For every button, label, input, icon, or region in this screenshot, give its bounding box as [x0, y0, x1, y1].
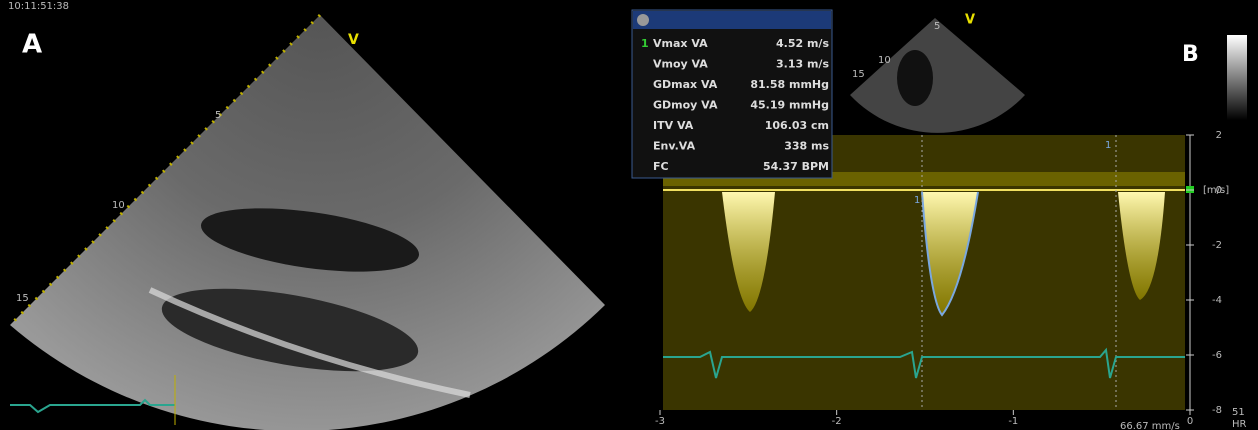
measurement-box	[632, 10, 832, 178]
probe-marker: V	[348, 32, 359, 48]
x-ticks: -3 -2 -1 0	[655, 410, 1193, 427]
icon	[637, 14, 649, 26]
measure-index: 1	[641, 37, 649, 50]
measure-name: Vmax VA	[653, 37, 708, 50]
x-tick-label: -2	[832, 416, 842, 427]
depth-mark: 10	[878, 55, 891, 66]
measure-name: GDmax VA	[653, 78, 718, 91]
page: {"panel_a":{"timestamp":"10:11:51:38","l…	[0, 0, 1258, 430]
mini-sector	[850, 18, 1025, 133]
measure-value: 338 ms	[784, 140, 829, 153]
y-tick-label: -8	[1212, 405, 1222, 416]
measure-value: 106.03 cm	[765, 119, 829, 132]
panel-label: B	[1182, 42, 1199, 67]
measure-value: 3.13 m/s	[776, 58, 829, 71]
gray-scale-bar	[1227, 35, 1247, 120]
measure-value: 4.52 m/s	[776, 37, 829, 50]
depth-mark: 5	[215, 110, 221, 121]
x-tick-label: -1	[1008, 416, 1018, 427]
box-header	[633, 11, 831, 29]
measure-value: 45.19 mmHg	[750, 99, 829, 112]
measure-name: Vmoy VA	[653, 58, 708, 71]
measure-value: 54.37 BPM	[763, 160, 829, 173]
depth-mark: 15	[16, 293, 29, 304]
hr-label: HR	[1232, 419, 1247, 430]
measure-name: Env.VA	[653, 140, 696, 153]
chamber	[897, 50, 933, 106]
y-tick-label: -2	[1212, 240, 1222, 251]
hr-value: 51	[1232, 407, 1245, 418]
x-tick-label: -3	[655, 416, 665, 427]
measure-name: GDmoy VA	[653, 99, 718, 112]
y-ticks: 2 0 -2 -4 -6 -8	[1186, 130, 1222, 416]
probe-marker: V	[965, 13, 975, 28]
depth-mark: 10	[112, 200, 125, 211]
sweep-speed: 66.67 mm/s	[1120, 421, 1180, 430]
y-tick-label: 2	[1216, 130, 1222, 141]
y-tick-label: -6	[1212, 350, 1222, 361]
panel-label: A	[22, 30, 42, 60]
cycle-marker: 1	[1105, 140, 1111, 151]
measure-value: 81.58 mmHg	[750, 78, 829, 91]
measure-name: FC	[653, 160, 669, 173]
timestamp: 10:11:51:38	[8, 1, 69, 12]
depth-mark: 5	[934, 21, 940, 32]
y-tick-label: -4	[1212, 295, 1222, 306]
y-tick-label: 0	[1216, 185, 1222, 196]
screen: 10:11:51:38 A V 5 10 15 V 5 10 15 B 1 1 …	[0, 0, 1258, 430]
measure-name: ITV VA	[653, 119, 694, 132]
cycle-marker: 1	[914, 195, 920, 206]
depth-mark: 15	[852, 69, 865, 80]
x-tick-label: 0	[1187, 416, 1193, 427]
